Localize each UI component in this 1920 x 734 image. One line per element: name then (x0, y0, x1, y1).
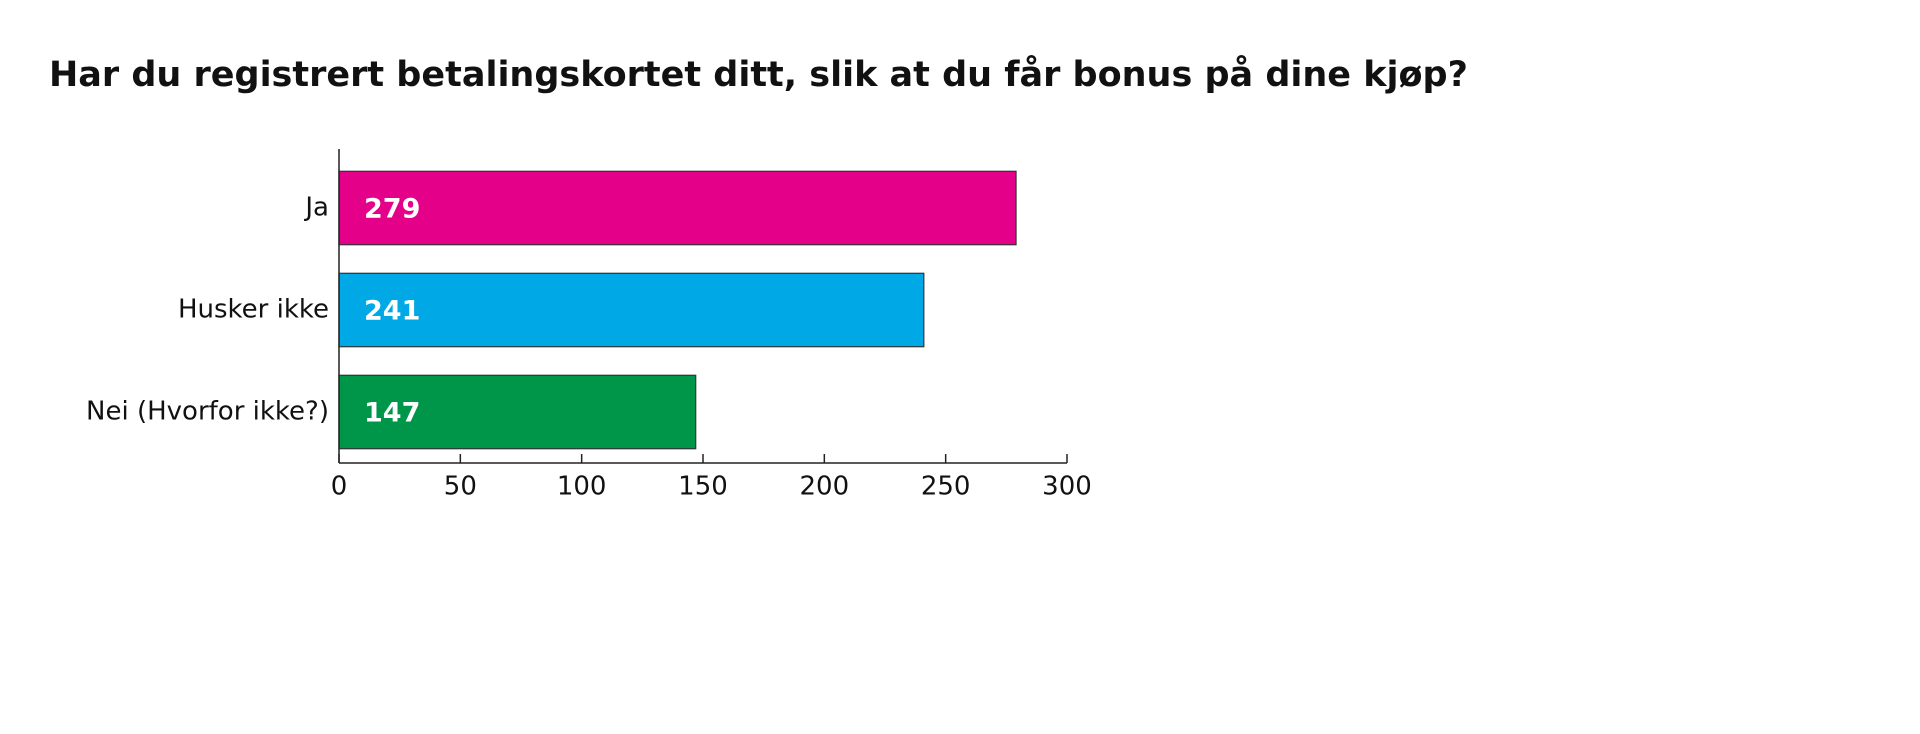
y-tick-label: Husker ikke (178, 295, 329, 325)
x-tick-label: 300 (1042, 472, 1092, 502)
x-tick-label: 150 (678, 472, 728, 502)
bar (338, 272, 925, 348)
bar (338, 170, 1017, 246)
value-label: 279 (364, 194, 420, 225)
y-tick-label: Nei (Hvorfor ikke?) (86, 397, 329, 427)
y-tick-label: Ja (303, 193, 329, 223)
value-label: 147 (364, 398, 420, 429)
x-tick-label: 250 (921, 472, 971, 502)
x-tick-label: 200 (800, 472, 850, 502)
value-label: 241 (364, 296, 420, 327)
chart-title: Har du registrert betalingskortet ditt, … (49, 54, 1468, 95)
x-tick-label: 100 (557, 472, 607, 502)
x-tick-label: 50 (444, 472, 477, 502)
x-tick-label: 0 (331, 472, 348, 502)
